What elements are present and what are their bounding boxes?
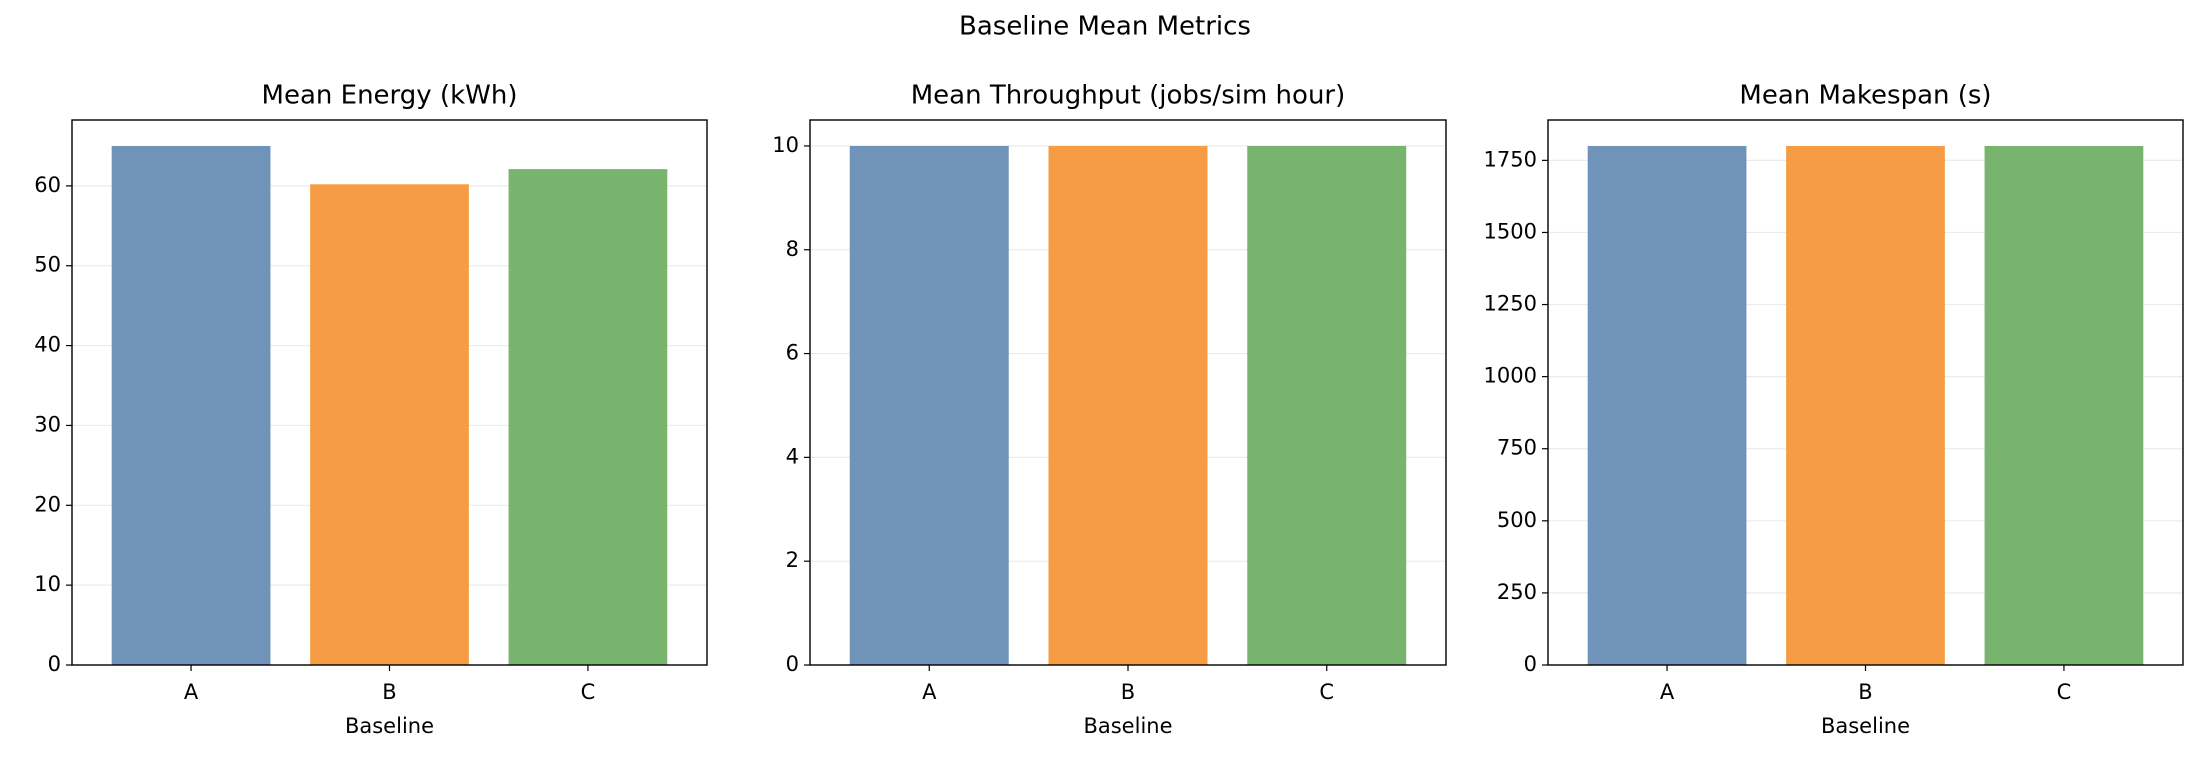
x-tick-label: A xyxy=(1660,680,1675,704)
y-tick-label: 60 xyxy=(34,173,61,197)
bar xyxy=(310,184,469,666)
x-axis-label: Baseline xyxy=(1083,714,1172,738)
bar xyxy=(849,145,1009,665)
x-tick-label: B xyxy=(1121,680,1135,704)
y-tick-label: 500 xyxy=(1497,508,1537,532)
chart-title: Mean Throughput (jobs/sim hour) xyxy=(911,81,1346,111)
y-tick-label: 1500 xyxy=(1484,219,1537,243)
x-tick-label: B xyxy=(1858,680,1872,704)
bar xyxy=(1984,145,2144,665)
y-tick-label: 10 xyxy=(34,572,61,596)
bar xyxy=(1247,145,1407,665)
y-tick-label: 30 xyxy=(34,412,61,436)
y-tick-label: 0 xyxy=(48,652,61,676)
bar xyxy=(111,145,271,665)
y-tick-label: 10 xyxy=(772,133,799,157)
y-tick-label: 0 xyxy=(1524,652,1537,676)
chart-title: Mean Makespan (s) xyxy=(1739,81,1991,111)
y-tick-label: 20 xyxy=(34,492,61,516)
chart-title: Mean Energy (kWh) xyxy=(262,81,518,111)
y-tick-label: 2 xyxy=(786,548,799,572)
x-tick-label: C xyxy=(2057,680,2072,704)
x-tick-label: B xyxy=(382,680,396,704)
axes-frame xyxy=(71,119,708,666)
y-tick-label: 40 xyxy=(34,333,61,357)
y-tick-label: 8 xyxy=(786,237,799,261)
bar xyxy=(508,169,668,665)
bar xyxy=(1786,145,1945,665)
axes-frame xyxy=(1547,119,2184,666)
bar xyxy=(1048,145,1208,665)
x-axis-label: Baseline xyxy=(345,714,434,738)
x-tick-label: C xyxy=(581,680,596,704)
y-tick-label: 250 xyxy=(1497,580,1537,604)
x-tick-label: C xyxy=(1319,680,1334,704)
y-tick-label: 0 xyxy=(786,652,799,676)
y-tick-label: 1000 xyxy=(1484,364,1537,388)
y-tick-label: 750 xyxy=(1497,436,1537,460)
axes-frame xyxy=(809,119,1447,666)
y-tick-label: 50 xyxy=(34,253,61,277)
y-tick-label: 1750 xyxy=(1484,147,1537,171)
y-tick-label: 1250 xyxy=(1484,292,1537,316)
y-tick-label: 6 xyxy=(786,341,799,365)
x-tick-label: A xyxy=(922,680,937,704)
x-tick-label: A xyxy=(184,680,199,704)
bar xyxy=(1587,145,1747,665)
x-axis-label: Baseline xyxy=(1821,714,1910,738)
figure-title: Baseline Mean Metrics xyxy=(959,12,1251,42)
y-tick-label: 4 xyxy=(786,444,799,468)
